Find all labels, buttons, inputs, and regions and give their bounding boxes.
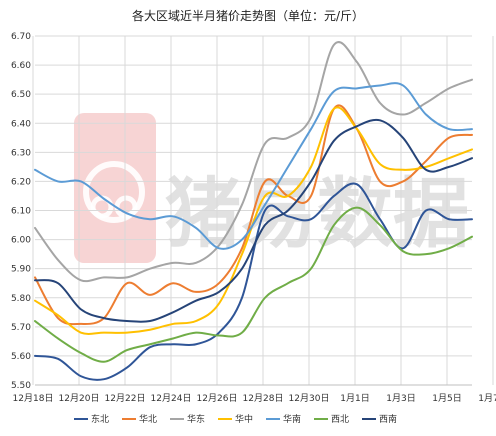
y-tick-label: 5.60: [11, 352, 31, 362]
series-line-华中: [34, 106, 473, 335]
x-axis: 12月18日 12月20日 12月22日 12月24日 12月26日 12月28日 12月3…: [13, 384, 496, 404]
y-tick-label: 5.70: [11, 323, 31, 333]
x-tick-label: 12月20日: [59, 393, 100, 404]
chart-title: 各大区域近半月猪价走势图（单位：元/斤）: [132, 8, 364, 23]
chart-series: [34, 41, 473, 381]
series-line-西北: [34, 206, 473, 363]
x-tick-label: 1月3日: [386, 393, 415, 404]
y-tick-label: 6.20: [11, 177, 31, 187]
legend-label: 华北: [139, 413, 157, 425]
y-tick-label: 6.50: [11, 90, 31, 100]
y-tick-label: 6.00: [11, 236, 31, 246]
watermark-logo: [74, 113, 156, 263]
legend-label: 华南: [283, 413, 301, 425]
legend-label: 东北: [91, 413, 109, 425]
x-tick-label: 1月5日: [432, 393, 461, 404]
series-line-华北: [34, 104, 473, 326]
series-line-华东: [34, 41, 473, 283]
x-tick-label: 12月26日: [197, 393, 238, 404]
y-tick-label: 6.60: [11, 61, 31, 71]
legend-label: 西北: [331, 414, 349, 425]
series-line-华南: [34, 82, 473, 250]
series-line-西南: [34, 118, 473, 323]
legend-label: 华中: [235, 413, 253, 425]
chart-legend: 东北 华北 华东 华中 华南 西北 西南: [74, 413, 397, 425]
y-tick-label: 5.80: [11, 294, 31, 304]
x-tick-label: 12月18日: [13, 393, 54, 404]
legend-label: 华东: [187, 413, 205, 425]
x-tick-label: 12月24日: [151, 393, 192, 404]
x-tick-label: 12月30日: [289, 393, 330, 404]
y-tick-label: 6.70: [11, 32, 31, 42]
y-tick-label: 5.90: [11, 265, 31, 275]
x-tick-label: 12月28日: [243, 393, 284, 404]
legend-label: 西南: [379, 413, 397, 425]
y-tick-label: 6.10: [11, 207, 31, 217]
y-tick-label: 5.50: [11, 381, 31, 391]
y-tick-label: 6.40: [11, 119, 31, 129]
x-tick-label: 12月22日: [105, 393, 146, 404]
y-axis: 5.50 5.60 5.70 5.80 5.90 6.00 6.10 6.20 6.30 6.40…: [11, 32, 31, 391]
x-tick-label: 1月1日: [340, 393, 369, 404]
x-tick-label: 1月7日: [478, 393, 496, 404]
y-tick-label: 6.30: [11, 148, 31, 158]
